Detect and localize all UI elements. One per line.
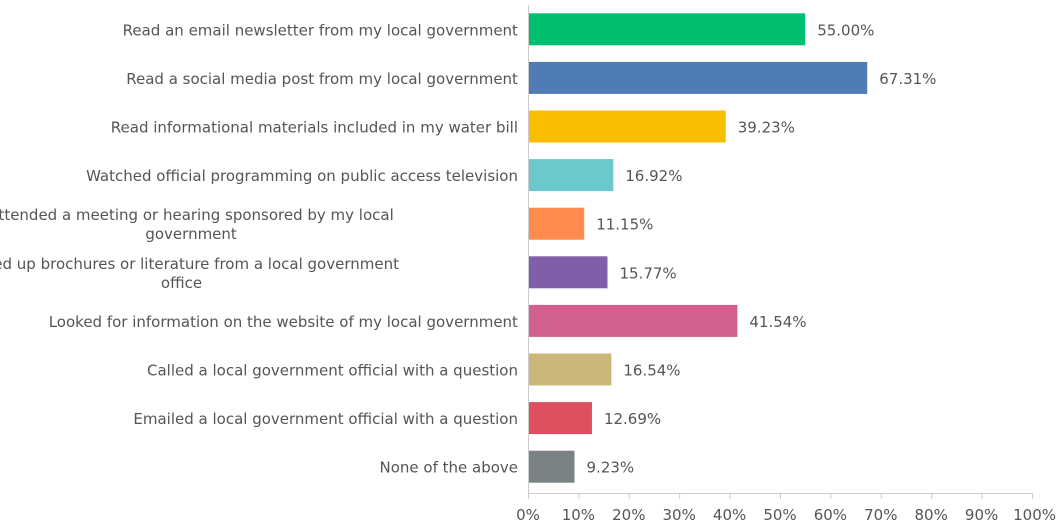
bar (529, 159, 614, 192)
category-label-line: Called a local government official with … (147, 362, 518, 380)
bar (529, 450, 575, 483)
bar-value-label: 55.00% (817, 21, 874, 39)
bar-value-label: 15.77% (619, 264, 676, 282)
value-labels-group: 55.00% 67.31% 39.23% 16.92% 11.15% 15.77% 41.5… (587, 21, 937, 476)
x-tick-label: 90% (965, 506, 998, 523)
bar (529, 61, 868, 94)
category-label-line: Picked up brochures or literature from a… (0, 255, 399, 273)
bar-value-label: 9.23% (587, 459, 635, 477)
x-tick-label: 30% (663, 506, 696, 523)
x-tick-label: 0% (516, 506, 540, 523)
category-label: None of the above (379, 459, 518, 477)
bar-value-label: 11.15% (596, 216, 653, 234)
bar-value-label: 16.92% (625, 167, 682, 185)
x-tick-label: 100% (1013, 506, 1056, 523)
category-labels-group: Read an email newsletter from my local g… (0, 21, 518, 476)
category-label: Watched official programming on public a… (86, 167, 518, 185)
bar-value-label: 39.23% (738, 119, 795, 137)
bar-value-label: 12.69% (604, 410, 661, 428)
category-label: Picked up brochures or literature from a… (0, 255, 399, 292)
category-label: Called a local government official with … (147, 362, 518, 380)
category-label-line: government (145, 225, 237, 243)
category-label-line: Emailed a local government official with… (133, 410, 518, 428)
category-label-line: Looked for information on the website of… (49, 313, 518, 331)
category-label: Looked for information on the website of… (49, 313, 518, 331)
category-label: Read informational materials included in… (111, 119, 518, 137)
category-label-line: office (161, 274, 202, 292)
category-label-line: Read informational materials included in… (111, 119, 518, 137)
x-tick-label: 50% (763, 506, 796, 523)
x-tick-label: 80% (915, 506, 948, 523)
bars-group (529, 13, 868, 483)
bar (529, 256, 608, 289)
category-label: Read a social media post from my local g… (126, 70, 518, 88)
bar (529, 402, 592, 435)
bar (529, 207, 585, 240)
x-tick-label: 20% (612, 506, 645, 523)
category-label-line: Read a social media post from my local g… (126, 70, 518, 88)
category-label: Attended a meeting or hearing sponsored … (0, 206, 394, 243)
x-tick-label: 10% (562, 506, 595, 523)
category-label-line: Attended a meeting or hearing sponsored … (0, 206, 394, 224)
bar-value-label: 67.31% (879, 70, 936, 88)
category-label-line: Watched official programming on public a… (86, 167, 518, 185)
category-label-line: None of the above (379, 459, 518, 477)
bar (529, 110, 726, 143)
x-tick-label: 60% (814, 506, 847, 523)
bar (529, 304, 738, 337)
x-tick-label: 40% (713, 506, 746, 523)
bar-value-label: 41.54% (749, 313, 806, 331)
category-label: Emailed a local government official with… (133, 410, 518, 428)
x-axis: 0% 10% 20% 30% 40% 50% 60% 70% 80% 90% 100% (516, 5, 1056, 523)
category-label-line: Read an email newsletter from my local g… (123, 21, 518, 39)
bar (529, 13, 806, 46)
bar-value-label: 16.54% (623, 362, 680, 380)
bar (529, 353, 612, 386)
category-label: Read an email newsletter from my local g… (123, 21, 518, 39)
x-tick-label: 70% (864, 506, 897, 523)
